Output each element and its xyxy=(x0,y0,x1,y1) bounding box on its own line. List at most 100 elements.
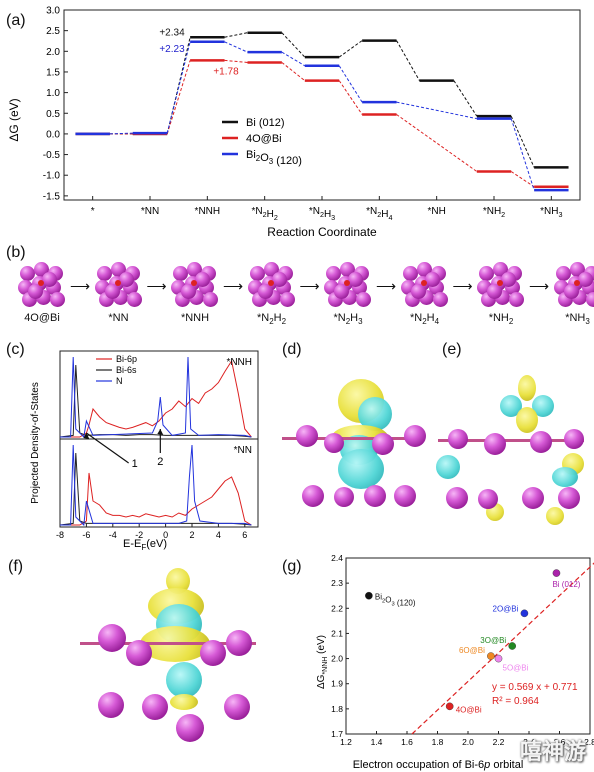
pdos-curve xyxy=(60,472,252,526)
bi-atom xyxy=(200,640,226,666)
o-atom xyxy=(573,280,580,286)
energy-connector xyxy=(510,171,535,188)
pdos-chart: Projected Density-of-States E-EF(eV) -8 -… xyxy=(30,350,259,550)
bi-atom xyxy=(577,272,593,287)
legend-label: Bi-6p xyxy=(116,354,137,364)
x-tick-label: 2.0 xyxy=(462,737,474,747)
o-atom xyxy=(344,280,350,286)
isosurface-cyan-lobe xyxy=(436,455,460,479)
x-tick-label: 2 xyxy=(189,530,194,540)
isosurface-cyan-lobe xyxy=(500,395,522,417)
y-tick-label: -0.5 xyxy=(43,150,61,161)
x-tick-label: * xyxy=(91,206,95,217)
point-label: Bi (012) xyxy=(552,580,580,589)
bi-atom xyxy=(501,272,516,287)
bi-atom xyxy=(324,433,344,453)
y-tick-label: 0.0 xyxy=(46,129,60,140)
bi-atom xyxy=(585,292,594,307)
structure-caption: *N2H3 xyxy=(333,312,363,327)
y-tick-label: 1.7 xyxy=(331,729,343,739)
bi-atom xyxy=(509,292,524,307)
structure-caption: *N2H4 xyxy=(409,312,440,327)
bi-cluster-structure xyxy=(18,262,66,308)
point-label: 5O@Bi xyxy=(503,664,529,673)
scatter-point xyxy=(445,702,454,711)
bi-atom xyxy=(348,272,363,287)
energy-connector xyxy=(224,41,248,53)
bi-atom xyxy=(257,284,273,299)
energy-connector xyxy=(338,40,363,58)
bi-atom xyxy=(126,640,152,666)
isosurface-yellow-lobe xyxy=(516,407,538,433)
x-tick-label: *NNH xyxy=(195,206,221,217)
bi-atom xyxy=(326,266,341,281)
isosurface-cyan-lobe xyxy=(532,395,554,417)
bond xyxy=(80,642,256,645)
bi-atom xyxy=(98,692,124,718)
bi-atom xyxy=(203,292,218,307)
o-atom xyxy=(38,280,44,286)
panel-f-label: (f) xyxy=(8,558,24,575)
y-tick-label: 2.2 xyxy=(331,603,343,613)
x-tick-label: -8 xyxy=(56,530,64,540)
bi-atom xyxy=(271,272,287,287)
arrow-icon: ⟶ xyxy=(70,278,91,294)
panel-b-label: (b) xyxy=(6,244,26,261)
y-tick-label: 2.1 xyxy=(331,628,343,638)
arrow-label: 1 xyxy=(132,458,138,470)
x-tick-label: 1.6 xyxy=(401,737,413,747)
bi-cluster-structure xyxy=(477,262,525,308)
energy-connector xyxy=(510,115,535,168)
structure-caption: *NNH xyxy=(180,312,210,324)
energy-connector xyxy=(281,62,306,82)
bi-atom xyxy=(424,272,440,287)
arrow-icon: ⟶ xyxy=(146,278,167,294)
o-atom xyxy=(191,280,197,286)
bi-atom xyxy=(181,284,196,299)
arrow-head xyxy=(157,429,164,435)
energy-connector xyxy=(338,65,363,103)
arrow-head xyxy=(83,433,90,439)
bi-atom xyxy=(522,487,544,509)
bi-cluster-structure xyxy=(400,262,449,308)
bi-atom xyxy=(126,292,142,307)
arrow-icon: ⟶ xyxy=(529,278,550,294)
pdos-curve xyxy=(60,444,252,527)
x-tick-label: *N2H2 xyxy=(251,206,277,222)
point-label: 4O@Bi xyxy=(456,705,482,714)
fit-equation: y = 0.569 x + 0.771 xyxy=(492,682,578,693)
pdos-curve xyxy=(59,452,252,526)
x-tick-label: 2.4 xyxy=(523,737,535,747)
pdos-curve xyxy=(60,356,252,439)
corr-y-axis-label: ΔG*NNH (eV) xyxy=(316,635,329,689)
x-tick-label: *NH xyxy=(427,206,445,217)
bi-atom xyxy=(530,431,552,453)
y-tick-label: 3.0 xyxy=(46,6,60,17)
o-atom xyxy=(267,280,274,286)
scatter-point xyxy=(487,652,495,660)
energy-connector xyxy=(396,40,420,81)
isosurface-yellow-lobe xyxy=(518,375,536,401)
y-tick-label: 1.0 xyxy=(46,88,60,99)
energy-connector xyxy=(281,51,306,67)
panel-d-label: (d) xyxy=(282,341,302,358)
watermark: 嘻神游 xyxy=(519,740,586,765)
bi-atom xyxy=(50,292,65,307)
energy-connector xyxy=(453,80,478,117)
bi-atom xyxy=(176,714,204,742)
x-tick-label: -2 xyxy=(135,530,143,540)
isosurface-cyan-lobe xyxy=(552,467,578,487)
legend-label: Bi2O3 (120) xyxy=(246,149,302,167)
bi-atom xyxy=(410,284,426,299)
bi-atom xyxy=(446,487,468,509)
pdos-curve xyxy=(60,359,252,438)
bi-atom xyxy=(478,489,498,509)
o-atom xyxy=(114,280,121,286)
energy-connector xyxy=(396,114,478,172)
x-tick-label: 2.8 xyxy=(584,737,594,747)
x-tick-label: 6 xyxy=(242,530,247,540)
energy-connector xyxy=(281,32,306,58)
isosurface-yellow-lobe xyxy=(170,694,198,710)
bi-atom xyxy=(279,292,295,307)
bi-atom xyxy=(564,429,584,449)
